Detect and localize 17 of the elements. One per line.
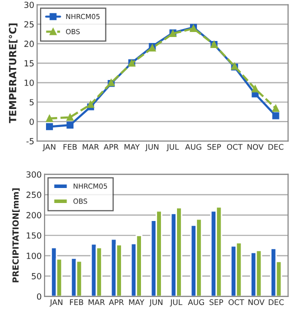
y-tick-label: 5 [30,99,34,106]
y-tick-label: 50 [32,273,42,280]
y-tick-label: 10 [24,80,34,86]
y-axis-title: TEMPERATURE[°C] [8,23,18,124]
y-tick-label: 15 [24,60,34,66]
y-tick-label: 20 [24,40,34,47]
y-tick-label: 0 [30,118,34,125]
y-tick-label: 30 [24,2,34,8]
y-tick-label: 100 [26,252,42,259]
y-tick-label: 250 [26,192,42,198]
y-tick-label: 0 [37,293,42,300]
y-tick-label: 25 [24,21,34,28]
y-axis-title: PRECIPITATION[mm] [12,188,20,282]
y-tick-label: 200 [26,212,42,218]
y-tick-label: -5 [26,138,34,144]
y-tick-label: 300 [26,171,42,178]
y-tick-label: 150 [26,232,42,239]
